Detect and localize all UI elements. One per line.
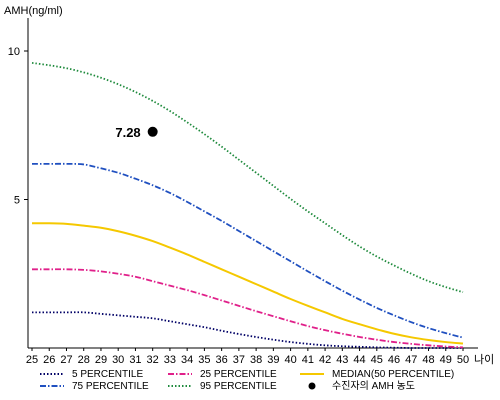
x-tick-label: 33 xyxy=(164,354,176,366)
series-line-95-percentile xyxy=(31,61,464,294)
legend-label-25-percentile: 25 PERCENTILE xyxy=(200,369,277,380)
x-tick-label: 31 xyxy=(129,354,141,366)
x-tick-label: 50 xyxy=(457,354,469,366)
x-tick-label: 28 xyxy=(78,354,90,366)
patient-amh-marker xyxy=(147,126,158,137)
x-tick-label: 30 xyxy=(112,354,124,366)
series-line-median-50-percentile xyxy=(31,222,464,345)
series-line-5-percentile xyxy=(32,311,463,349)
legend-swatch-patient-marker xyxy=(308,382,316,390)
y-ticks: 5 10 xyxy=(8,46,28,207)
x-tick-label: 39 xyxy=(267,354,279,366)
x-tick-label: 35 xyxy=(198,354,210,366)
x-tick-label: 38 xyxy=(250,354,262,366)
x-tick-label: 44 xyxy=(353,354,365,366)
y-axis-title: AMH(ng/ml) xyxy=(4,5,63,17)
x-tick-label: 29 xyxy=(95,354,107,366)
x-tick-label: 42 xyxy=(319,354,331,366)
x-tick-label: 36 xyxy=(216,354,228,366)
legend-label-median-50-percentile: MEDIAN(50 PERCENTILE) xyxy=(332,369,454,380)
x-tick-label: 40 xyxy=(284,354,296,366)
y-tick-label: 10 xyxy=(8,46,20,58)
legend: 5 PERCENTILE 25 PERCENTILE MEDIAN(50 PERCE… xyxy=(40,369,454,392)
x-tick-label: 41 xyxy=(302,354,314,366)
x-tick-label: 25 xyxy=(26,354,38,366)
patient-amh-value-label: 7.28 xyxy=(115,125,140,140)
x-tick-label: 46 xyxy=(388,354,400,366)
marker-layer: 7.28 xyxy=(115,125,158,140)
x-tick-label: 32 xyxy=(147,354,159,366)
series-layer xyxy=(31,61,464,349)
series-line-25-percentile xyxy=(32,268,464,349)
legend-label-95-percentile: 95 PERCENTILE xyxy=(200,381,277,392)
x-tick-label: 37 xyxy=(233,354,245,366)
legend-label-5-percentile: 5 PERCENTILE xyxy=(72,369,143,380)
y-tick-label: 5 xyxy=(14,195,20,207)
legend-label-75-percentile: 75 PERCENTILE xyxy=(72,381,149,392)
x-ticks: 25 26 27 28 29 30 31 32 33 34 35 36 37 38 39 40 41 42 43 44… xyxy=(26,348,469,366)
axes: AMH(ng/ml) 나이 xyxy=(4,5,494,366)
x-tick-label: 45 xyxy=(371,354,383,366)
x-axis-title: 나이 xyxy=(474,353,494,366)
x-tick-label: 43 xyxy=(336,354,348,366)
x-tick-label: 34 xyxy=(181,354,193,366)
x-tick-label: 27 xyxy=(60,354,72,366)
legend-label-patient-marker: 수진자의 AMH 농도 xyxy=(332,380,415,392)
x-tick-label: 49 xyxy=(440,354,452,366)
series-line-75-percentile xyxy=(32,162,464,339)
x-tick-label: 26 xyxy=(43,354,55,366)
x-tick-label: 48 xyxy=(422,354,434,366)
x-tick-label: 47 xyxy=(405,354,417,366)
